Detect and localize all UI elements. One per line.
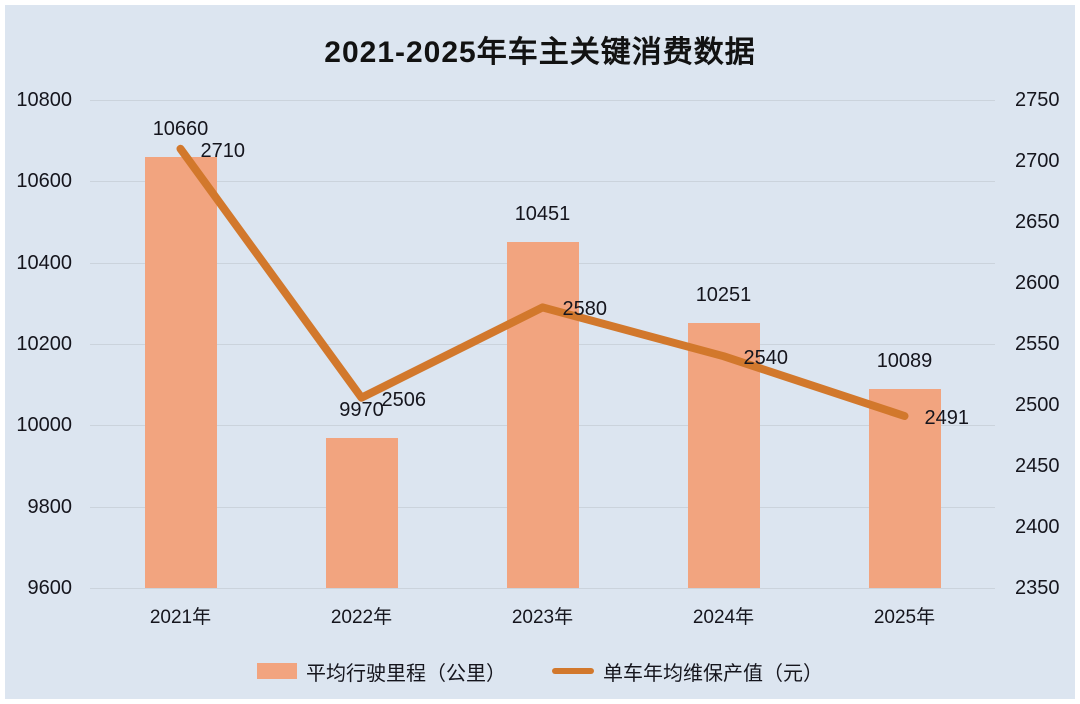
left-axis-tick: 10600 (16, 170, 72, 193)
line-point-label: 2710 (200, 139, 246, 162)
bar-value-label: 10251 (695, 284, 752, 307)
right-axis-tick: 2600 (1015, 272, 1060, 294)
bar-value-label: 10089 (876, 350, 933, 373)
legend-label: 平均行驶里程（公里） (306, 662, 506, 685)
bar-value-label: 10660 (152, 117, 209, 140)
right-axis-tick: 2550 (1015, 333, 1060, 355)
left-axis-tick: 10200 (16, 333, 72, 355)
legend-item-maintenance: 单车年均维保产值（元） (552, 657, 823, 686)
x-axis-label: 2023年 (511, 607, 574, 628)
line-point-label: 2580 (562, 298, 608, 321)
legend-item-mileage: 平均行驶里程（公里） (257, 657, 506, 686)
bar-swatch-icon (257, 663, 297, 679)
chart-canvas: 2021-2025年车主关键消费数据 10660 9970 10451 10251 10… (5, 5, 1075, 699)
right-axis-tick: 2750 (1015, 89, 1060, 111)
trend-line (176, 144, 909, 420)
bar-2021年 (144, 156, 217, 588)
left-axis-tick: 10400 (16, 251, 72, 274)
chart-title: 2021-2025年车主关键消费数据 (324, 36, 756, 69)
left-axis-tick: 10800 (16, 89, 72, 111)
line-point-label: 2506 (381, 388, 427, 411)
gridline (90, 588, 995, 589)
gridline (90, 181, 995, 183)
x-axis-label: 2024年 (692, 607, 755, 628)
bar-2022年 (325, 437, 398, 588)
left-axis-tick: 10000 (16, 414, 72, 437)
legend-label: 单车年均维保产值（元） (603, 662, 823, 685)
bar-2025年 (868, 389, 941, 588)
right-axis-tick: 2400 (1015, 516, 1060, 538)
x-axis-label: 2025年 (873, 607, 936, 628)
bar-value-label: 9970 (339, 398, 384, 421)
bar-value-label: 10451 (514, 202, 571, 225)
x-axis-label: 2021年 (149, 607, 212, 628)
right-axis-tick: 2450 (1015, 455, 1060, 477)
right-axis-tick: 2700 (1015, 150, 1060, 172)
right-axis-tick: 2350 (1015, 577, 1060, 599)
line-point-label: 2540 (743, 347, 789, 370)
left-axis-tick: 9800 (27, 495, 73, 518)
trend-line-path (176, 144, 909, 420)
right-axis-tick: 2500 (1015, 394, 1060, 416)
gridline (90, 100, 995, 101)
line-point-label: 2491 (924, 406, 970, 429)
bar-2023年 (506, 241, 579, 588)
right-axis-tick: 2650 (1015, 211, 1060, 233)
x-axis-label: 2022年 (330, 607, 393, 628)
plot-area: 10660 9970 10451 10251 10089 2710 2506 2580 2540… (90, 100, 995, 589)
left-axis-tick: 9600 (27, 577, 73, 599)
line-swatch-icon (552, 668, 594, 674)
legend: 平均行驶里程（公里） 单车年均维保产值（元） (5, 655, 1075, 687)
